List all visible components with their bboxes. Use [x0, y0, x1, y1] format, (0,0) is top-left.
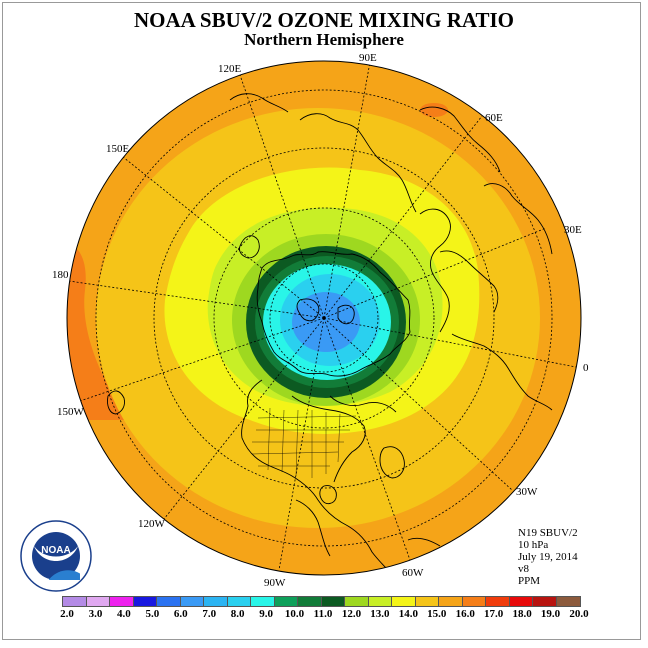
colorbar-swatch	[556, 597, 580, 606]
colorbar	[62, 596, 581, 607]
colorbar-label: 10.0	[284, 608, 305, 620]
colorbar-label: 7.0	[202, 608, 217, 620]
graticule	[68, 61, 581, 571]
colorbar-swatch	[439, 597, 463, 606]
colorbar-label: 6.0	[173, 608, 188, 620]
colorbar-label: 5.0	[145, 608, 160, 620]
colorbar-swatch	[509, 597, 533, 606]
map-title: NOAA SBUV/2 OZONE MIXING RATIO	[134, 8, 514, 32]
date-text: July 19, 2014	[518, 551, 578, 563]
colorbar-swatch	[274, 597, 298, 606]
colorbar-swatch	[462, 597, 486, 606]
lon-label-90w: 90W	[264, 577, 286, 589]
colorbar-label: 3.0	[88, 608, 103, 620]
ozone-field	[67, 61, 581, 575]
version-text: v8	[518, 563, 529, 575]
colorbar-swatch	[63, 597, 87, 606]
lon-label-60w: 60W	[402, 567, 424, 579]
colorbar-swatch	[533, 597, 557, 606]
colorbar-label: 4.0	[117, 608, 131, 620]
colorbar-label: 14.0	[398, 608, 418, 620]
colorbar-labels: 2.0 3.0 4.0 5.0 6.0 7.0 8.0 9.0 10.0 11.0 12.0 13.0…	[0, 608, 648, 622]
figure-frame	[2, 2, 641, 640]
colorbar-label: 19.0	[540, 608, 561, 620]
colorbar-swatch	[204, 597, 228, 606]
colorbar-label: 15.0	[427, 608, 447, 620]
colorbar-swatch	[133, 597, 157, 606]
colorbar-swatch	[415, 597, 439, 606]
band-18-patch	[420, 103, 448, 117]
colorbar-label: 18.0	[512, 608, 532, 620]
info-block: N19 SBUV/2 10 hPa July 19, 2014 v8 PPM	[518, 527, 578, 587]
lon-label-150w: 150W	[57, 406, 85, 418]
colorbar-label: 17.0	[484, 608, 504, 620]
noaa-logo: NOAA	[20, 520, 92, 592]
colorbar-swatch	[180, 597, 204, 606]
logo-text: NOAA	[41, 545, 70, 556]
lon-label-150e: 150E	[106, 143, 130, 155]
colorbar-label: 2.0	[60, 608, 74, 620]
instrument-text: N19 SBUV/2	[518, 527, 578, 539]
colorbar-label: 11.0	[313, 608, 333, 620]
band-8	[292, 292, 360, 352]
lon-label-120e: 120E	[218, 63, 242, 75]
lon-label-120w: 120W	[138, 518, 166, 530]
colorbar-swatch	[392, 597, 416, 606]
lon-label-180: 180	[52, 269, 69, 281]
colorbar-swatch	[157, 597, 181, 606]
colorbar-label: 12.0	[341, 608, 362, 620]
us-state-borders	[251, 407, 357, 478]
lon-label-30w: 30W	[516, 486, 538, 498]
lon-label-30e: 30E	[564, 224, 582, 236]
coastlines	[107, 93, 553, 573]
colorbar-swatch	[110, 597, 134, 606]
lon-label-0: 0	[583, 362, 589, 374]
colorbar-swatch	[486, 597, 510, 606]
units-text: PPM	[518, 575, 541, 587]
map-subtitle: Northern Hemisphere	[244, 30, 404, 49]
colorbar-swatch	[298, 597, 322, 606]
colorbar-label: 20.0	[569, 608, 589, 620]
colorbar-swatch	[251, 597, 275, 606]
colorbar-label: 8.0	[230, 608, 245, 620]
lon-label-60e: 60E	[485, 112, 503, 124]
colorbar-swatch	[86, 597, 110, 606]
colorbar-swatch	[227, 597, 251, 606]
lon-label-90e: 90E	[359, 52, 377, 64]
pressure-text: 10 hPa	[518, 539, 549, 551]
colorbar-label: 13.0	[370, 608, 390, 620]
colorbar-swatch	[368, 597, 392, 606]
colorbar-label: 16.0	[455, 608, 475, 620]
colorbar-swatch	[345, 597, 369, 606]
map-boundary	[66, 60, 582, 576]
colorbar-swatch	[321, 597, 345, 606]
colorbar-label: 9.0	[259, 608, 273, 620]
